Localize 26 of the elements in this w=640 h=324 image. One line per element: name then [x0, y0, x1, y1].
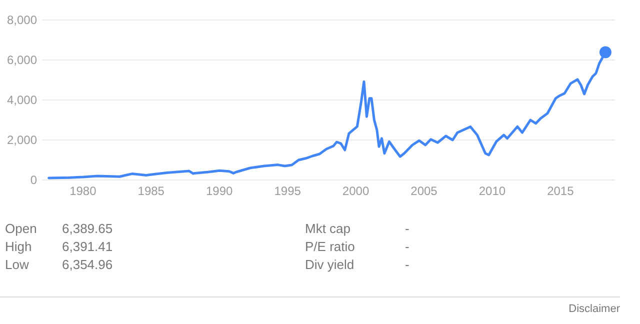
y-tick-label: 4,000: [6, 93, 38, 108]
x-tick-label: 1985: [138, 184, 165, 198]
y-tick-label: 2,000: [6, 133, 38, 148]
text: Low: [5, 257, 30, 272]
x-tick-label: 1980: [70, 184, 97, 198]
y-tick-label: 8,000: [6, 13, 38, 28]
text: 6,354.96: [62, 257, 113, 272]
text: -: [405, 239, 410, 254]
x-tick-label: 2010: [478, 184, 506, 198]
text: High: [5, 239, 32, 254]
text: 6,389.65: [62, 221, 113, 236]
y-tick-label: 0: [30, 173, 38, 188]
text: 6,391.41: [62, 239, 113, 254]
x-tick-label: 2005: [410, 184, 438, 198]
x-tick-label: 1995: [274, 184, 302, 198]
y-tick-label: 6,000: [6, 53, 38, 68]
text: Div yield: [305, 257, 354, 272]
text: P/E ratio: [305, 239, 355, 254]
x-tick-label: 2015: [547, 184, 574, 198]
text: -: [405, 257, 410, 272]
x-tick-label: 2000: [342, 184, 370, 198]
text: Disclaimer: [568, 303, 620, 315]
text: Mkt cap: [305, 221, 351, 236]
text: -: [405, 221, 410, 236]
x-tick-label: 1990: [206, 184, 234, 198]
text: Open: [5, 221, 37, 236]
